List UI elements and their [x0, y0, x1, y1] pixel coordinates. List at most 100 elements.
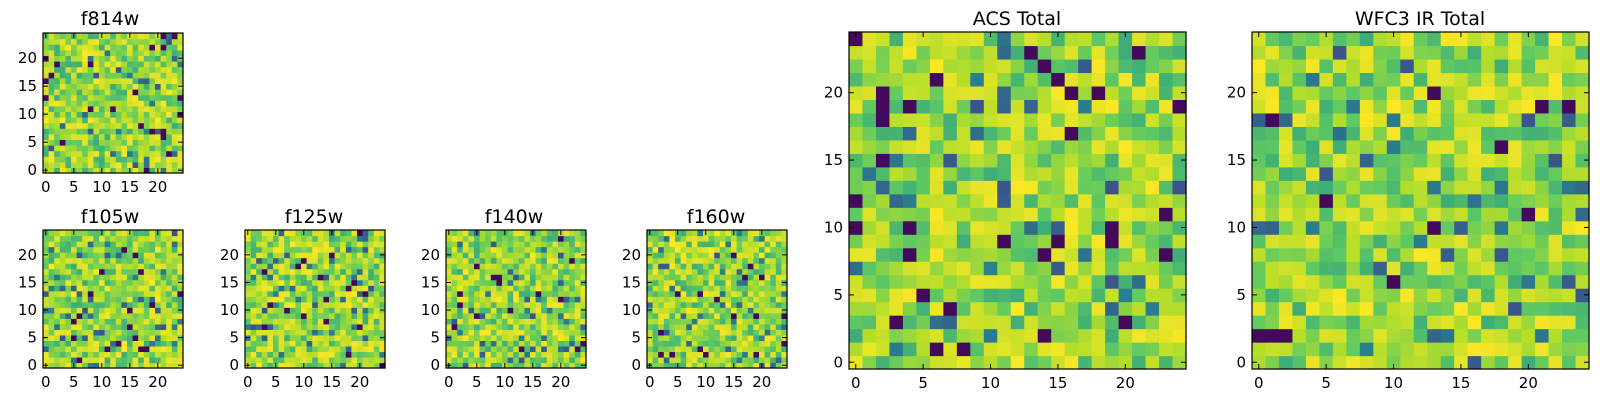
heatmap-cell — [1454, 315, 1469, 330]
heatmap-cell — [127, 122, 134, 129]
heatmap-cell — [524, 263, 531, 270]
heatmap-cell — [541, 323, 548, 330]
heatmap-cell — [115, 133, 122, 140]
heatmap-cell — [82, 94, 89, 101]
heatmap-cell — [177, 38, 184, 45]
heatmap-cell — [127, 111, 134, 118]
heatmap-cell — [54, 329, 61, 336]
heatmap-cell — [1359, 126, 1374, 141]
heatmap-cell — [479, 274, 486, 281]
heatmap-cell — [138, 38, 145, 45]
heatmap-cell — [956, 247, 971, 262]
heatmap-cell — [1332, 139, 1347, 154]
heatmap-cell — [295, 334, 302, 341]
heatmap-cell — [256, 323, 263, 330]
heatmap-cell — [149, 334, 156, 341]
heatmap-cell — [496, 279, 503, 286]
heatmap-cell — [160, 83, 167, 90]
heatmap-cell — [132, 150, 139, 157]
heatmap-cell — [983, 139, 998, 154]
heatmap-cell — [1454, 220, 1469, 235]
heatmap-cell — [379, 318, 386, 325]
heatmap-cell — [703, 334, 710, 341]
heatmap-cell — [983, 315, 998, 330]
heatmap-cell — [160, 100, 167, 107]
heatmap-cell — [530, 268, 537, 275]
heatmap-cell — [373, 312, 380, 319]
heatmap-cell — [345, 296, 352, 303]
heatmap-cell — [1159, 261, 1174, 276]
heatmap-cell — [132, 279, 139, 286]
heatmap-cell — [160, 329, 167, 336]
heatmap-cell — [138, 145, 145, 152]
heatmap-cell — [1454, 288, 1469, 303]
heatmap-cell — [59, 161, 66, 168]
heatmap-cell — [143, 241, 150, 248]
heatmap-cell — [1359, 32, 1374, 47]
heatmap-cell — [373, 307, 380, 314]
heatmap-cell — [725, 235, 732, 242]
heatmap-cell — [171, 252, 178, 259]
heatmap-cell — [65, 145, 72, 152]
heatmap-cell — [155, 318, 162, 325]
x-tick-label: 20 — [1116, 374, 1135, 392]
heatmap-cell — [546, 329, 553, 336]
heatmap-cell — [902, 166, 917, 181]
heatmap-cell — [479, 252, 486, 259]
heatmap-cell — [87, 77, 94, 84]
heatmap-cell — [502, 312, 509, 319]
heatmap-cell — [1346, 274, 1361, 289]
heatmap-cell — [345, 340, 352, 347]
heatmap-cell — [446, 268, 453, 275]
heatmap-cell — [1105, 45, 1120, 60]
heatmap-cell — [149, 161, 156, 168]
heatmap-cell — [1024, 45, 1039, 60]
heatmap-cell — [59, 257, 66, 264]
heatmap-cell — [680, 252, 687, 259]
heatmap-cell — [93, 279, 100, 286]
heatmap-cell — [1535, 342, 1550, 357]
heatmap-cell — [110, 301, 117, 308]
heatmap-cell — [104, 334, 111, 341]
heatmap-cell — [574, 290, 581, 297]
heatmap-cell — [65, 235, 72, 242]
heatmap-cell — [1051, 180, 1066, 195]
heatmap-cell — [379, 356, 386, 364]
heatmap-cell — [160, 296, 167, 303]
heatmap-cell — [104, 296, 111, 303]
heatmap-cell — [569, 356, 576, 364]
heatmap-cell — [496, 230, 503, 237]
heatmap-cell — [747, 351, 754, 358]
heatmap-cell — [267, 345, 274, 353]
heatmap-cell — [474, 263, 481, 270]
heatmap-cell — [1252, 85, 1267, 100]
heatmap-cell — [76, 274, 83, 281]
heatmap-cell — [929, 301, 944, 316]
heatmap-cell — [121, 83, 128, 90]
heatmap-cell — [317, 334, 324, 341]
heatmap-cell — [1386, 274, 1401, 289]
heatmap-cell — [54, 263, 61, 270]
heatmap-cell — [334, 290, 341, 297]
heatmap-cell — [997, 45, 1012, 60]
heatmap-cell — [764, 351, 771, 358]
heatmap-cell — [323, 301, 330, 308]
heatmap-cell — [1535, 139, 1550, 154]
heatmap-cell — [457, 345, 464, 353]
heatmap-cell — [289, 307, 296, 314]
heatmap-cell — [54, 312, 61, 319]
heatmap-cell — [301, 329, 308, 336]
heatmap-cell — [289, 340, 296, 347]
heatmap-cell — [502, 285, 509, 292]
heatmap-cell — [1292, 193, 1307, 208]
heatmap-cell — [1400, 355, 1415, 370]
heatmap-cell — [323, 285, 330, 292]
heatmap-cell — [149, 230, 156, 237]
heatmap-cell — [1010, 32, 1025, 47]
heatmap-cell — [680, 274, 687, 281]
heatmap-cell — [132, 49, 139, 56]
heatmap-cell — [54, 150, 61, 157]
heatmap-cell — [731, 263, 738, 270]
heatmap-cell — [115, 122, 122, 129]
